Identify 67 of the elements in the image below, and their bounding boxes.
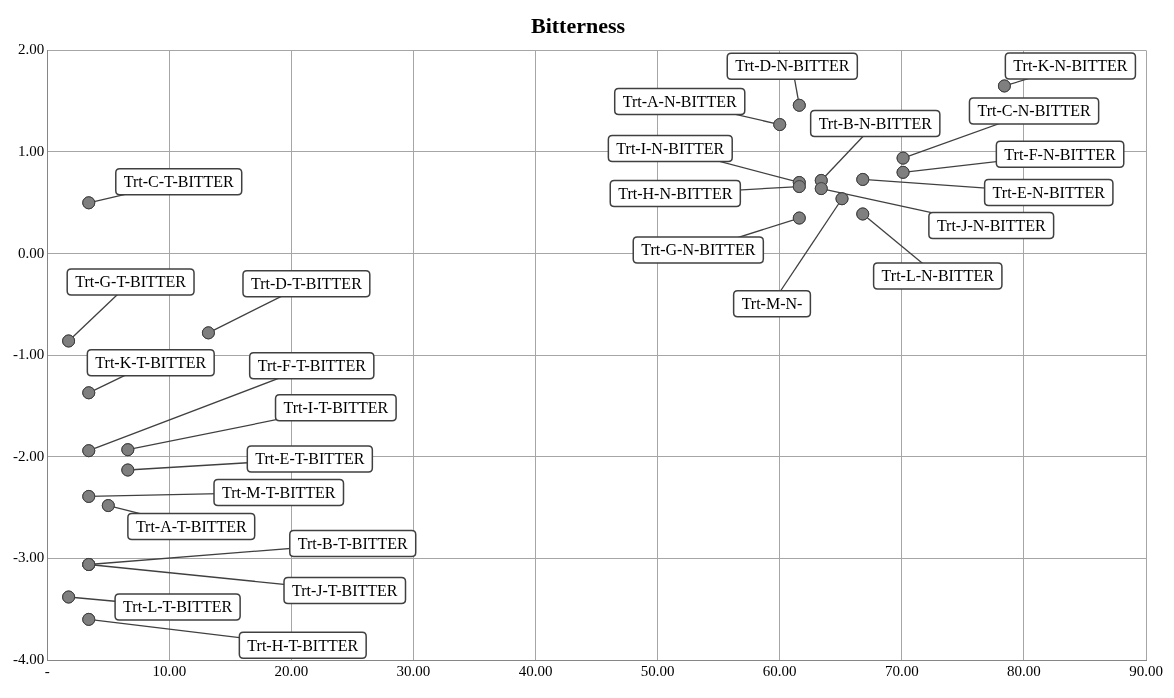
point	[82, 444, 96, 458]
x-tick-label: 90.00	[1129, 662, 1163, 679]
point	[82, 612, 96, 626]
annotation: Trt-F-N-BITTER	[1004, 145, 1117, 163]
annotation: Trt-H-T-BITTER	[247, 636, 359, 654]
point	[792, 211, 806, 225]
point	[997, 79, 1011, 93]
x-tick-label: 20.00	[274, 662, 309, 679]
y-tick-label: 0.00	[18, 244, 45, 261]
annotation: Trt-K-N-BITTER	[1013, 57, 1128, 75]
point	[82, 558, 96, 571]
x-tick-label: 10.00	[152, 662, 187, 679]
point	[856, 172, 870, 186]
point	[814, 182, 828, 196]
annotation: Trt-M-T-BITTER	[222, 483, 336, 501]
annotation: Trt-E-N-BITTER	[992, 183, 1106, 201]
point	[835, 192, 849, 206]
annotation: Trt-I-T-BITTER	[283, 398, 389, 416]
point	[121, 443, 135, 457]
x-tick-label: 80.00	[1007, 662, 1041, 679]
annotation: Trt-J-T-BITTER	[292, 581, 398, 599]
annotation: Trt-C-T-BITTER	[123, 173, 235, 190]
x-tick-label: -	[44, 662, 50, 679]
point	[201, 326, 215, 340]
x-tick-label: 70.00	[884, 662, 919, 679]
annotation: Trt-D-N-BITTER	[735, 57, 850, 75]
annotation: Trt-C-N-BITTER	[977, 102, 1091, 120]
point	[856, 207, 870, 221]
annotation: Trt-M-N-	[741, 294, 803, 312]
point	[82, 489, 96, 503]
x-tick-label: 40.00	[518, 662, 553, 679]
y-tick-label: -3.00	[13, 549, 45, 566]
point	[896, 151, 910, 165]
y-tick-label: -4.00	[13, 650, 45, 667]
point	[82, 196, 96, 210]
annotation: Trt-D-T-BITTER	[250, 275, 363, 293]
point	[62, 590, 76, 604]
annotation: Trt-A-N-BITTER	[622, 92, 738, 110]
y-tick-label: 2.00	[18, 41, 45, 58]
y-tick-label: 1.00	[18, 142, 45, 159]
point	[792, 180, 806, 194]
annotation: Trt-A-T-BITTER	[135, 517, 248, 535]
point	[101, 499, 115, 513]
annotation: Trt-L-N-BITTER	[881, 267, 995, 285]
point	[121, 463, 135, 477]
y-tick-label: -2.00	[13, 447, 45, 464]
annotation: Trt-L-T-BITTER	[123, 598, 233, 616]
point	[773, 118, 787, 132]
x-tick-label: 50.00	[640, 662, 675, 679]
x-tick-label: 60.00	[762, 662, 797, 679]
annotation: Trt-B-N-BITTER	[818, 114, 933, 132]
annotation: Trt-G-T-BITTER	[75, 273, 187, 291]
annotation: Trt-H-N-BITTER	[618, 184, 733, 202]
point	[62, 334, 76, 348]
annotation: Trt-I-N-BITTER	[616, 139, 725, 157]
x-tick-label: 30.00	[396, 662, 431, 679]
annotation: Trt-K-T-BITTER	[95, 354, 207, 371]
point	[82, 386, 96, 400]
chart-title: Bitterness	[530, 12, 626, 38]
point	[896, 165, 910, 179]
y-tick-label: -1.00	[13, 346, 45, 363]
annotation: Trt-G-N-BITTER	[641, 241, 756, 259]
point	[792, 98, 806, 112]
annotation: Trt-B-T-BITTER	[297, 534, 409, 552]
annotation: Trt-J-N-BITTER	[936, 216, 1046, 234]
annotation: Trt-F-T-BITTER	[257, 356, 367, 374]
annotation: Trt-E-T-BITTER	[255, 450, 365, 468]
